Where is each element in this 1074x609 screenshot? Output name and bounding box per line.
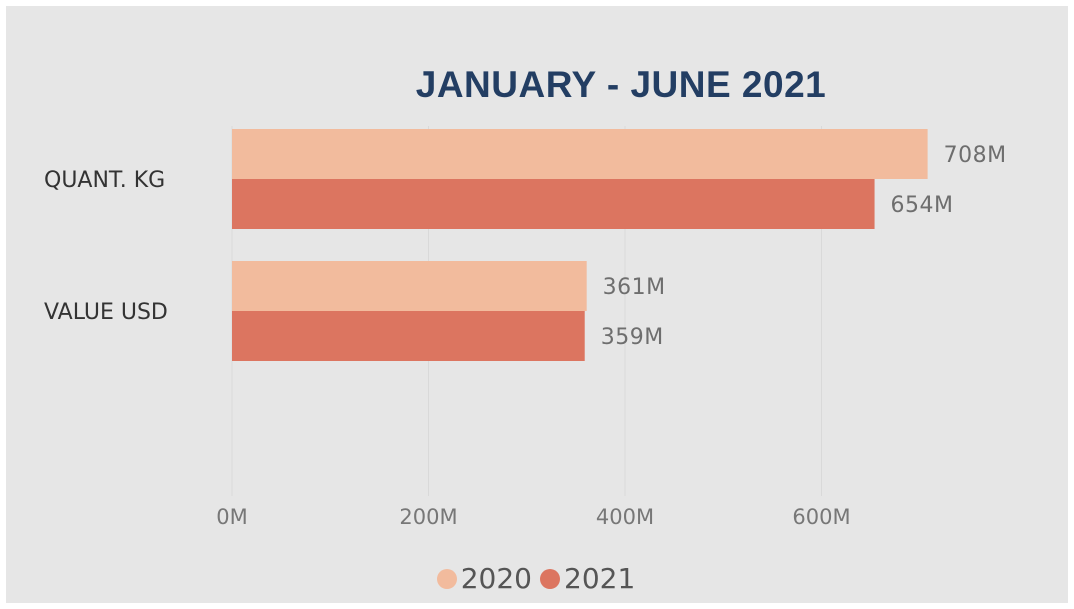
legend: 2020 2021	[6, 562, 1066, 595]
x-tick-label: 200M	[399, 505, 457, 529]
legend-label: 2021	[564, 562, 636, 595]
bar-chart: 708M 361M 654M 359M QUANT. KG VALUE USD 0M 20…	[44, 126, 1007, 529]
legend-label: 2020	[460, 562, 532, 595]
chart-panel: 708M 361M 654M 359M QUANT. KG VALUE USD 0M 20…	[6, 6, 1068, 603]
bar-2021-0[interactable]	[232, 179, 875, 229]
bar-2020-0[interactable]	[232, 129, 928, 179]
data-labels: 708M 361M 654M 359M	[601, 143, 1007, 350]
data-label: 654M	[891, 193, 954, 218]
x-tick-label: 0M	[216, 505, 247, 529]
x-axis-ticks: 0M 200M 400M 600M	[216, 505, 850, 529]
data-label: 708M	[944, 143, 1007, 168]
bars	[232, 129, 928, 361]
legend-item-2020[interactable]: 2020	[436, 562, 532, 595]
bar-2020-1[interactable]	[232, 261, 587, 311]
category-labels: QUANT. KG VALUE USD	[44, 168, 168, 325]
chart-title: JANUARY - JUNE 2021	[415, 64, 827, 105]
data-label: 359M	[601, 325, 664, 350]
legend-item-2021[interactable]: 2021	[540, 562, 635, 595]
x-tick-label: 400M	[596, 505, 654, 529]
legend-dot-icon	[436, 568, 457, 589]
x-tick-label: 600M	[792, 505, 850, 529]
category-label: QUANT. KG	[44, 168, 165, 193]
legend-dot-icon	[540, 568, 560, 589]
bar-2021-1[interactable]	[232, 311, 585, 361]
data-label: 361M	[603, 275, 666, 300]
category-label: VALUE USD	[44, 300, 168, 325]
